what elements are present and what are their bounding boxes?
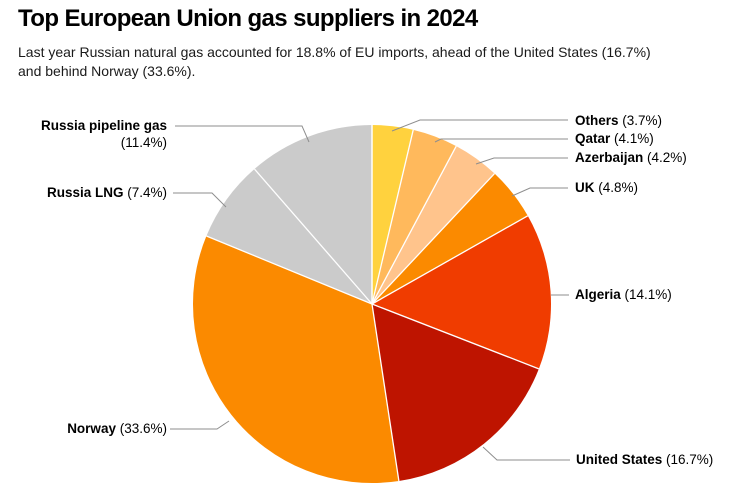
slice-label-algeria: Algeria (14.1%) xyxy=(575,286,672,304)
slice-label-norway: Norway (33.6%) xyxy=(67,420,167,438)
slice-label-name: Norway xyxy=(67,421,116,436)
slice-label-united-states: United States (16.7%) xyxy=(576,451,713,469)
leader-line-russia-pipeline-gas xyxy=(175,125,310,143)
chart-subtitle: Last year Russian natural gas accounted … xyxy=(18,44,651,79)
leader-line-russia-lng xyxy=(173,192,227,208)
slice-divider xyxy=(371,303,400,482)
leader-line-norway xyxy=(170,420,230,430)
pie-slice-qatar xyxy=(372,129,457,304)
slice-label-name: Russia pipeline gas xyxy=(40,118,167,133)
leader-line-qatar xyxy=(434,138,568,143)
slice-divider xyxy=(371,145,457,305)
pie-slice-russia-lng xyxy=(206,168,372,304)
leader-line-azerbaijan xyxy=(475,157,568,165)
slice-divider xyxy=(371,129,414,305)
pie-slice-azerbaijan xyxy=(372,146,495,304)
slice-divider xyxy=(253,168,373,305)
slice-divider xyxy=(371,303,540,370)
pie-slice-united-states xyxy=(372,304,539,481)
slice-label-azerbaijan: Azerbaijan (4.2%) xyxy=(575,149,687,167)
slice-divider xyxy=(371,173,496,305)
slice-label-percent: (16.7%) xyxy=(662,452,714,467)
slice-label-percent: (7.4%) xyxy=(123,185,167,200)
slice-label-name: Azerbaijan xyxy=(575,150,644,165)
slice-label-name: Russia LNG xyxy=(46,185,124,200)
pie-slice-norway xyxy=(192,236,399,484)
slice-divider xyxy=(206,235,373,305)
slice-label-percent: (33.6%) xyxy=(115,421,167,436)
slice-label-name: Qatar xyxy=(575,131,611,146)
slice-label-percent: (14.1%) xyxy=(620,287,672,302)
slice-label-russia-lng: Russia LNG (7.4%) xyxy=(47,184,167,202)
slice-divider xyxy=(371,215,529,305)
leader-line-united-states xyxy=(482,446,570,461)
slice-label-name: Algeria xyxy=(575,287,621,302)
slice-label-qatar: Qatar (4.1%) xyxy=(575,130,654,148)
slice-label-percent: (4.2%) xyxy=(643,150,687,165)
slice-label-uk: UK (4.8%) xyxy=(575,179,638,197)
pie-slice-russia-pipeline-gas xyxy=(254,125,372,304)
leader-line-others xyxy=(391,119,568,132)
slice-label-percent: (4.8%) xyxy=(594,180,639,195)
slice-label-name: UK xyxy=(575,180,595,195)
leader-line-uk xyxy=(511,187,568,197)
slice-label-others: Others (3.7%) xyxy=(575,112,662,130)
slice-label-russia-pipeline-gas: Russia pipeline gas (11.4%) xyxy=(41,117,167,151)
slice-label-name: Others xyxy=(575,113,619,128)
pie-slice-algeria xyxy=(372,215,551,369)
pie-slice-uk xyxy=(372,173,528,304)
slice-label-percent: (4.1%) xyxy=(610,131,654,146)
slice-label-percent: (3.7%) xyxy=(618,113,663,128)
slice-label-name: United States xyxy=(576,452,663,467)
slice-label-percent: (11.4%) xyxy=(120,135,167,150)
chart-title: Top European Union gas suppliers in 2024 xyxy=(18,5,478,32)
